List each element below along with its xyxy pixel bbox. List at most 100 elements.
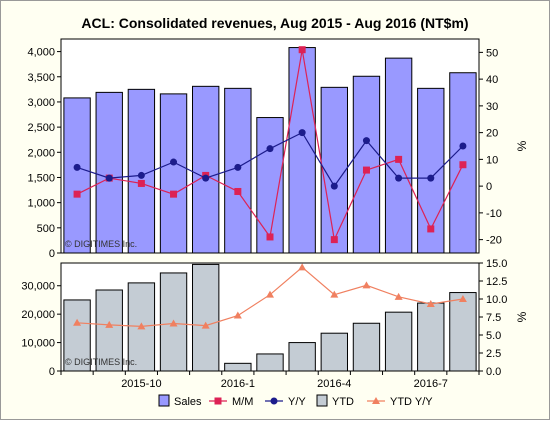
- mm-point: [459, 161, 467, 169]
- sales-bar: [159, 93, 188, 254]
- mm-point: [234, 187, 242, 195]
- x-tick-label: 2016-7: [414, 378, 448, 390]
- top-right-tick-label: 10: [486, 154, 498, 166]
- bottom-right-tick-label: 5.0: [486, 330, 501, 342]
- top-left-tick-label: 2,500: [27, 122, 55, 134]
- watermark-top: © DIGITIMES Inc.: [65, 239, 137, 249]
- yy-point: [234, 163, 242, 171]
- ytd-yy-point: [137, 322, 146, 330]
- top-right-axis-label: %: [515, 140, 529, 151]
- sales-bar: [352, 75, 381, 254]
- legend-marker: [214, 397, 222, 405]
- ytd-bar: [288, 342, 316, 372]
- sales-bar: [288, 47, 316, 254]
- top-right-tick-label: 40: [486, 74, 498, 86]
- legend-label: YTD: [332, 396, 354, 408]
- yy-point: [137, 171, 145, 179]
- legend-label: YTD Y/Y: [390, 396, 433, 408]
- bottom-left-tick-label: 30,000: [21, 281, 55, 293]
- ytd-bar: [352, 322, 381, 372]
- chart-title: ACL: Consolidated revenues, Aug 2015 - A…: [81, 15, 468, 31]
- top-right-tick-label: 0: [486, 181, 492, 193]
- ytd-yy-point: [394, 292, 403, 300]
- top-right-tick-label: -10: [486, 208, 502, 220]
- yy-point: [330, 182, 338, 190]
- ytd-yy-point: [458, 295, 467, 302]
- legend-swatch: [158, 394, 170, 407]
- yy-point: [362, 137, 370, 145]
- ytd-yy-point: [105, 320, 114, 328]
- yy-point: [170, 158, 178, 166]
- mm-point: [73, 190, 81, 198]
- yy-point: [427, 174, 435, 182]
- sales-bar: [63, 97, 91, 254]
- mm-point: [330, 236, 338, 244]
- top-left-tick-label: 1,000: [27, 198, 55, 210]
- ytd-yy-point: [362, 281, 371, 289]
- ytd-bar: [224, 362, 252, 372]
- ytd-yy-point: [426, 300, 435, 308]
- bottom-left-tick-label: 0: [49, 366, 55, 378]
- ytd-yy-point: [330, 290, 339, 298]
- bottom-left-tick-label: 10,000: [21, 338, 55, 350]
- legend-label: Sales: [174, 396, 202, 408]
- ytd-bar: [320, 332, 348, 372]
- top-left-tick-label: 2,000: [27, 147, 55, 159]
- ytd-bar: [95, 289, 123, 372]
- yy-point: [395, 174, 403, 182]
- mm-point: [362, 166, 370, 174]
- top-left-tick-label: 3,500: [27, 72, 55, 84]
- x-tick-label: 2016-4: [317, 378, 351, 390]
- top-right-tick-label: 20: [486, 128, 498, 140]
- ytd-bar: [417, 302, 445, 372]
- ytd-yy-point: [298, 263, 307, 271]
- yy-point: [298, 129, 306, 137]
- sales-bar: [449, 72, 477, 254]
- bottom-right-tick-label: 15.0: [486, 258, 507, 270]
- legend-label: Y/Y: [288, 396, 306, 408]
- top-right-tick-label: -20: [486, 235, 502, 247]
- mm-point: [427, 225, 435, 233]
- x-tick-label: 2015-10: [121, 378, 161, 390]
- bottom-right-tick-label: 7.5: [486, 312, 501, 324]
- bottom-right-axis-label: %: [515, 311, 529, 322]
- x-tick-label: 2016-1: [221, 378, 255, 390]
- yy-point: [105, 174, 113, 182]
- yy-point: [202, 174, 210, 182]
- bottom-left-tick-label: 20,000: [21, 309, 55, 321]
- mm-point: [170, 190, 178, 198]
- sales-bar: [192, 85, 220, 254]
- mm-point: [137, 179, 145, 187]
- ytd-bar: [449, 292, 477, 372]
- legend-label: M/M: [232, 396, 253, 408]
- yy-point: [73, 163, 81, 171]
- bottom-right-tick-label: 0.0: [486, 366, 501, 378]
- ytd-yy-point: [73, 318, 82, 326]
- top-right-tick-label: 30: [486, 101, 498, 113]
- top-left-tick-label: 3,000: [27, 97, 55, 109]
- top-left-tick-label: 500: [37, 223, 55, 235]
- bottom-right-tick-label: 10.0: [486, 294, 507, 306]
- top-right-tick-label: 50: [486, 47, 498, 59]
- ytd-yy-point: [233, 311, 242, 319]
- top-left-tick-label: 1,500: [27, 172, 55, 184]
- ytd-yy-point: [169, 319, 178, 327]
- watermark-bottom: © DIGITIMES Inc.: [65, 357, 137, 367]
- yy-point: [266, 145, 274, 153]
- top-left-tick-label: 0: [49, 248, 55, 260]
- mm-point: [266, 233, 274, 241]
- ytd-yy-point: [266, 290, 274, 298]
- sales-bar: [320, 86, 348, 254]
- legend-swatch: [316, 394, 328, 407]
- legend-marker: [270, 397, 278, 405]
- top-left-tick-label: 4,000: [27, 47, 55, 59]
- mm-point: [395, 155, 403, 163]
- legend-marker: [372, 397, 380, 404]
- bottom-right-tick-label: 12.5: [486, 276, 507, 288]
- ytd-bar: [384, 311, 413, 372]
- ytd-bar: [63, 299, 91, 372]
- ytd-yy-point: [201, 321, 210, 329]
- ytd-bar: [256, 353, 284, 372]
- mm-point: [298, 46, 306, 54]
